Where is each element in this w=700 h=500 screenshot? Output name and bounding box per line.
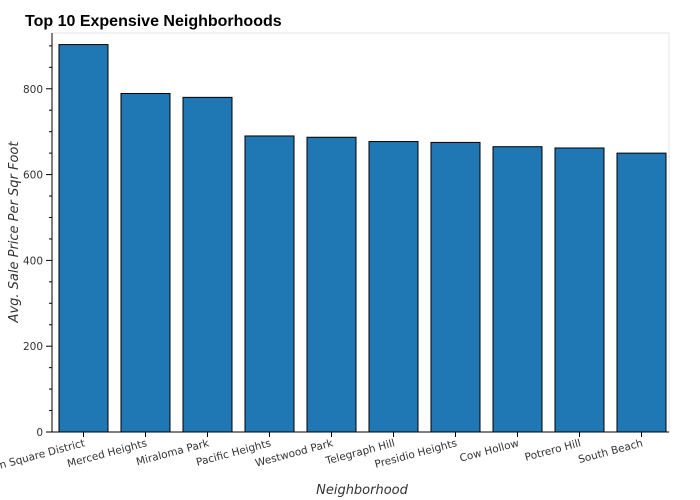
y-tick-label: 600 <box>23 170 43 182</box>
bar <box>306 136 357 433</box>
bar <box>58 44 109 433</box>
y-tick-label: 0 <box>36 427 43 439</box>
y-axis-ticks: 0 200 400 600 800 <box>23 45 52 439</box>
chart-title: Top 10 Expensive Neighborhoods <box>25 13 282 30</box>
x-tick-label: Potrero Hill <box>524 437 583 463</box>
y-axis-label: Avg. Sale Price Per Sqr Foot <box>7 141 22 324</box>
bar <box>616 152 667 433</box>
bar <box>554 147 605 433</box>
bar <box>430 141 481 433</box>
bar <box>182 96 233 433</box>
bar <box>120 92 171 433</box>
y-tick-label: 400 <box>23 255 43 267</box>
x-tick-label: South Beach <box>577 437 644 466</box>
y-tick-label: 800 <box>23 84 43 96</box>
y-tick-label: 200 <box>23 341 43 353</box>
bar <box>368 141 419 433</box>
x-axis-label: Neighborhood <box>316 483 409 498</box>
bars-group <box>58 44 667 433</box>
bar <box>244 135 295 433</box>
bar <box>492 146 543 433</box>
x-tick-label: Cow Hollow <box>458 437 520 464</box>
